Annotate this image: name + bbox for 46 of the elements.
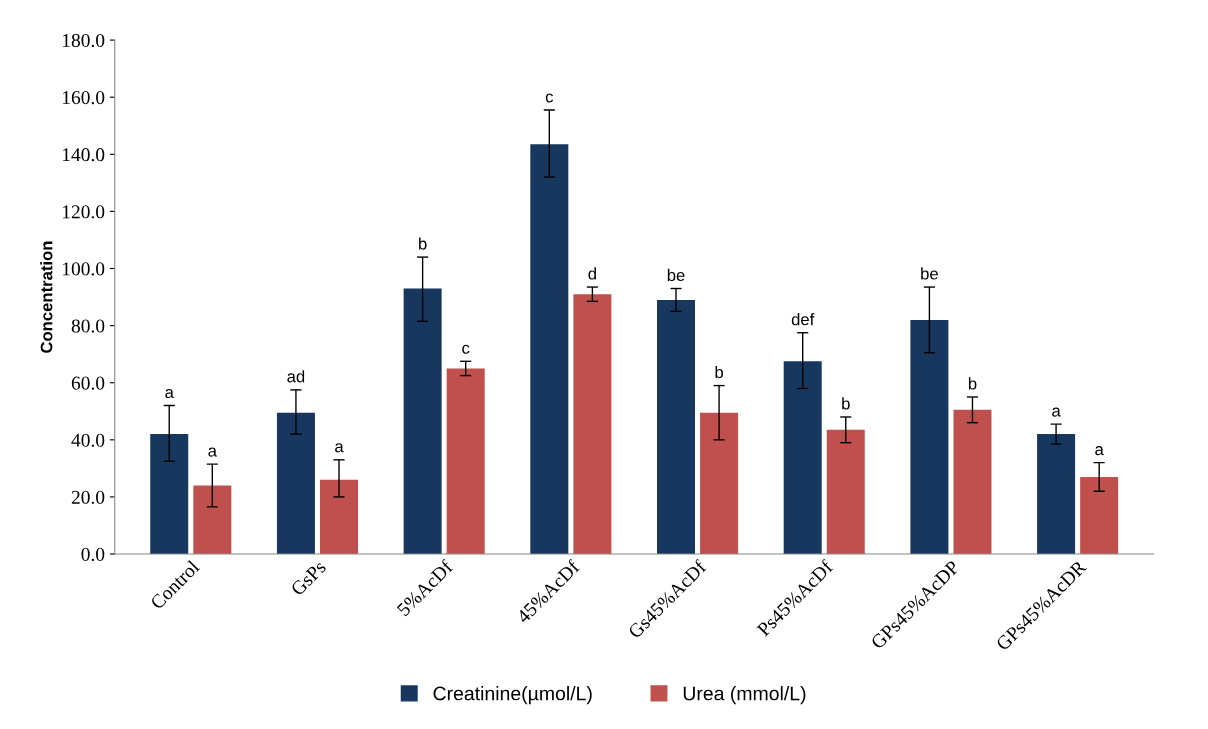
data-label: be — [667, 268, 685, 282]
y-axis-title: Concentration — [40, 241, 53, 353]
data-label: b — [842, 397, 850, 410]
bar — [276, 412, 315, 555]
bar — [573, 294, 612, 555]
y-tick-label: 80.0 — [71, 319, 105, 333]
legend-label: Urea (mmol/L) — [683, 686, 806, 705]
bar — [953, 409, 992, 555]
bar — [320, 479, 359, 555]
data-label: a — [208, 447, 217, 457]
data-label: a — [165, 388, 174, 399]
legend-label: Creatinine(µmol/L) — [433, 686, 592, 705]
bar — [403, 288, 442, 555]
y-tick-label: 20.0 — [71, 490, 105, 504]
y-tick-label: 100.0 — [63, 262, 105, 276]
bar — [1037, 434, 1076, 555]
data-label: a — [335, 443, 344, 453]
bar — [530, 144, 569, 555]
y-tick-label: 60.0 — [71, 376, 105, 390]
bar — [826, 429, 865, 555]
data-label: a — [1095, 446, 1104, 456]
data-label: def — [791, 313, 815, 326]
data-label: c — [545, 93, 554, 103]
x-tick-label: GsPs — [290, 559, 327, 597]
y-tick-label: 0.0 — [81, 547, 105, 562]
data-label: c — [462, 344, 470, 354]
data-label: ad — [287, 370, 305, 383]
data-label: b — [968, 377, 977, 390]
y-tick-label: 180.0 — [63, 33, 105, 48]
y-tick-label: 40.0 — [71, 433, 105, 447]
data-label: a — [1052, 407, 1061, 417]
data-label: b — [419, 237, 427, 250]
bar — [1080, 476, 1119, 555]
bar — [657, 299, 696, 555]
bar — [150, 434, 189, 555]
bar — [783, 361, 822, 555]
bar — [193, 485, 232, 555]
y-tick-label: 140.0 — [63, 148, 105, 162]
y-tick-label: 160.0 — [63, 91, 105, 105]
data-label: b — [715, 365, 724, 379]
bar — [910, 319, 949, 555]
data-label: d — [588, 267, 596, 280]
y-tick-label: 120.0 — [63, 205, 105, 219]
data-label: be — [921, 267, 938, 280]
bar — [446, 368, 485, 555]
bar — [700, 412, 739, 555]
